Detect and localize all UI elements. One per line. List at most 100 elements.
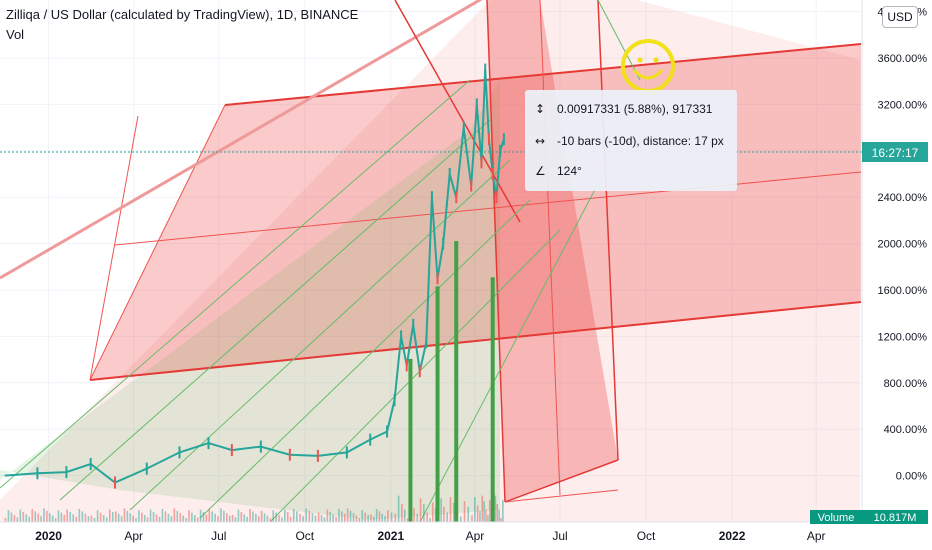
trapezoid-left[interactable] [486,0,506,503]
volume-bar [272,510,275,522]
price-line [4,69,505,484]
volume-bar [72,514,75,522]
red-trapezoid-zone[interactable] [487,0,618,502]
smiley-left-eye [637,57,643,63]
volume-tag-value: 10.817M [874,512,917,524]
volume-bar [193,515,196,522]
green-channel-line [129,159,511,511]
volume-bar [78,509,81,522]
measure-bars-distance: -10 bars (-10d), distance: 17 px [557,134,724,148]
volume-bar [335,516,337,522]
green-channel-lines[interactable] [0,79,601,523]
volume-bar [296,511,298,522]
volume-bar [63,515,66,522]
volume-bar [286,512,289,522]
green-channel-line [0,79,471,489]
volume-bar [138,510,140,522]
green-channel-zone[interactable] [0,80,500,520]
pitchfork-handle-2[interactable] [89,115,139,381]
volume-bar [87,516,90,522]
volume-bar [237,509,240,522]
volume-bar [257,516,260,522]
volume-bar [126,510,129,522]
smiley-right-eye [653,57,659,63]
volume-bar [170,516,173,522]
volume-bar [361,510,364,522]
volume-bar [228,515,231,522]
trapezoid-mid[interactable] [539,0,561,496]
volume-bar [99,512,102,522]
volume-bar [48,513,51,522]
diagonal-ray[interactable] [394,0,521,223]
y-tick-label: 2400.00% [877,192,927,204]
trapezoid-bottom-2[interactable] [504,489,619,503]
green-channel-line [59,119,491,501]
x-tick-label: Jul [211,529,226,543]
volume-bar [308,510,311,522]
volume-bar [338,509,340,522]
pitchfork-handle[interactable] [89,104,226,381]
volume-bar [481,495,484,522]
volume-bar [114,511,117,522]
trapezoid-bottom[interactable] [504,459,619,503]
pitchfork-lower-line[interactable] [89,301,862,381]
volume-bar [231,515,234,522]
volume-bar [440,498,442,522]
volume-bar [28,516,31,522]
volume-tag-label-box [810,510,862,524]
volume-bar [75,516,78,522]
volume-bar [111,512,114,522]
volume-bar [381,513,384,522]
volume-bar [117,513,120,522]
x-tick-label: 2020 [35,529,62,543]
volume-bar [246,516,248,522]
volume-bar [266,515,269,522]
volume-bar [179,513,182,522]
time-axis[interactable] [0,522,932,550]
volume-bar [419,498,422,522]
price-tag [862,142,928,162]
volume-bar [358,518,361,522]
green-ray[interactable] [597,0,641,81]
volume-bar [173,508,176,522]
volume-bar [278,515,280,522]
volume-bar [370,514,372,522]
volume-bar [305,508,308,522]
x-tick-label: Oct [637,529,656,543]
x-tick-label: Jul [552,529,567,543]
x-tick-label: Apr [466,529,485,543]
volume-bar [343,513,346,522]
volume-bar [352,513,355,522]
long-trendline[interactable] [0,0,497,280]
volume-bar [375,509,378,522]
volume-bar [249,509,251,522]
y-axis-labels: 4000.00%3600.00%3200.00%2800.00%2400.00%… [877,7,927,483]
volume-bar [46,510,48,522]
volume-bar [413,508,415,522]
volume-bar [164,511,167,522]
volume-spike-bar [435,286,440,522]
volume-spike-bar [490,277,495,522]
volume-bar [141,512,143,522]
y-tick-label: 3600.00% [877,53,927,65]
volume-bar [205,514,208,522]
volume-bar [292,509,295,522]
volume-bar [390,512,393,522]
currency-button[interactable]: USD [882,6,918,28]
volume-indicator-label[interactable]: Vol [6,27,25,42]
price-axis[interactable] [862,0,932,550]
volume-bar [158,516,161,522]
measurement-tooltip: ↕ 0.00917331 (5.88%), 917331 ↔ -10 bars (-… [525,90,737,191]
volume-bar [19,509,22,522]
smiley-mouth [632,68,664,80]
volume-bar [84,513,87,522]
volume-bar [314,515,317,522]
trapezoid-right[interactable] [597,0,619,461]
volume-bar [423,504,425,522]
volume-bar [302,516,304,522]
measure-angle-row: ∠ 124° [535,161,582,181]
volume-bar [108,509,111,522]
volume-bar [498,509,500,522]
volume-bar [176,510,179,522]
